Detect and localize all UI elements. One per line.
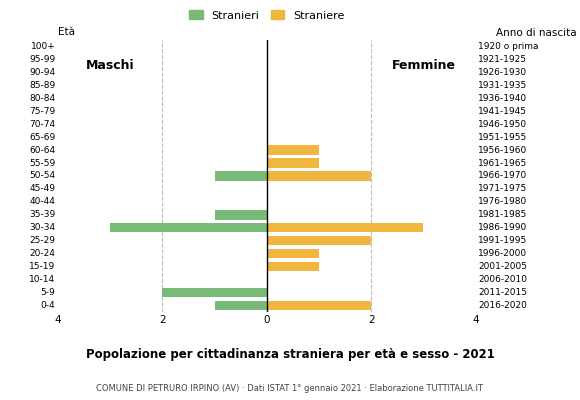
Bar — [267, 301, 371, 310]
Text: Maschi: Maschi — [86, 60, 135, 72]
Bar — [215, 210, 267, 220]
Bar — [110, 223, 267, 232]
Bar — [267, 236, 371, 246]
Text: Anno di nascita: Anno di nascita — [496, 28, 577, 38]
Bar — [162, 288, 267, 297]
Bar — [267, 262, 319, 271]
Text: Età: Età — [58, 28, 75, 38]
Bar — [267, 171, 371, 181]
Bar — [267, 158, 319, 168]
Text: Popolazione per cittadinanza straniera per età e sesso - 2021: Popolazione per cittadinanza straniera p… — [86, 348, 494, 361]
Bar — [267, 223, 423, 232]
Text: COMUNE DI PETRURO IRPINO (AV) · Dati ISTAT 1° gennaio 2021 · Elaborazione TUTTIT: COMUNE DI PETRURO IRPINO (AV) · Dati IST… — [96, 384, 484, 393]
Bar — [215, 301, 267, 310]
Bar — [267, 146, 319, 155]
Bar — [267, 249, 319, 258]
Bar — [215, 171, 267, 181]
Legend: Stranieri, Straniere: Stranieri, Straniere — [190, 10, 344, 21]
Text: Femmine: Femmine — [392, 60, 455, 72]
